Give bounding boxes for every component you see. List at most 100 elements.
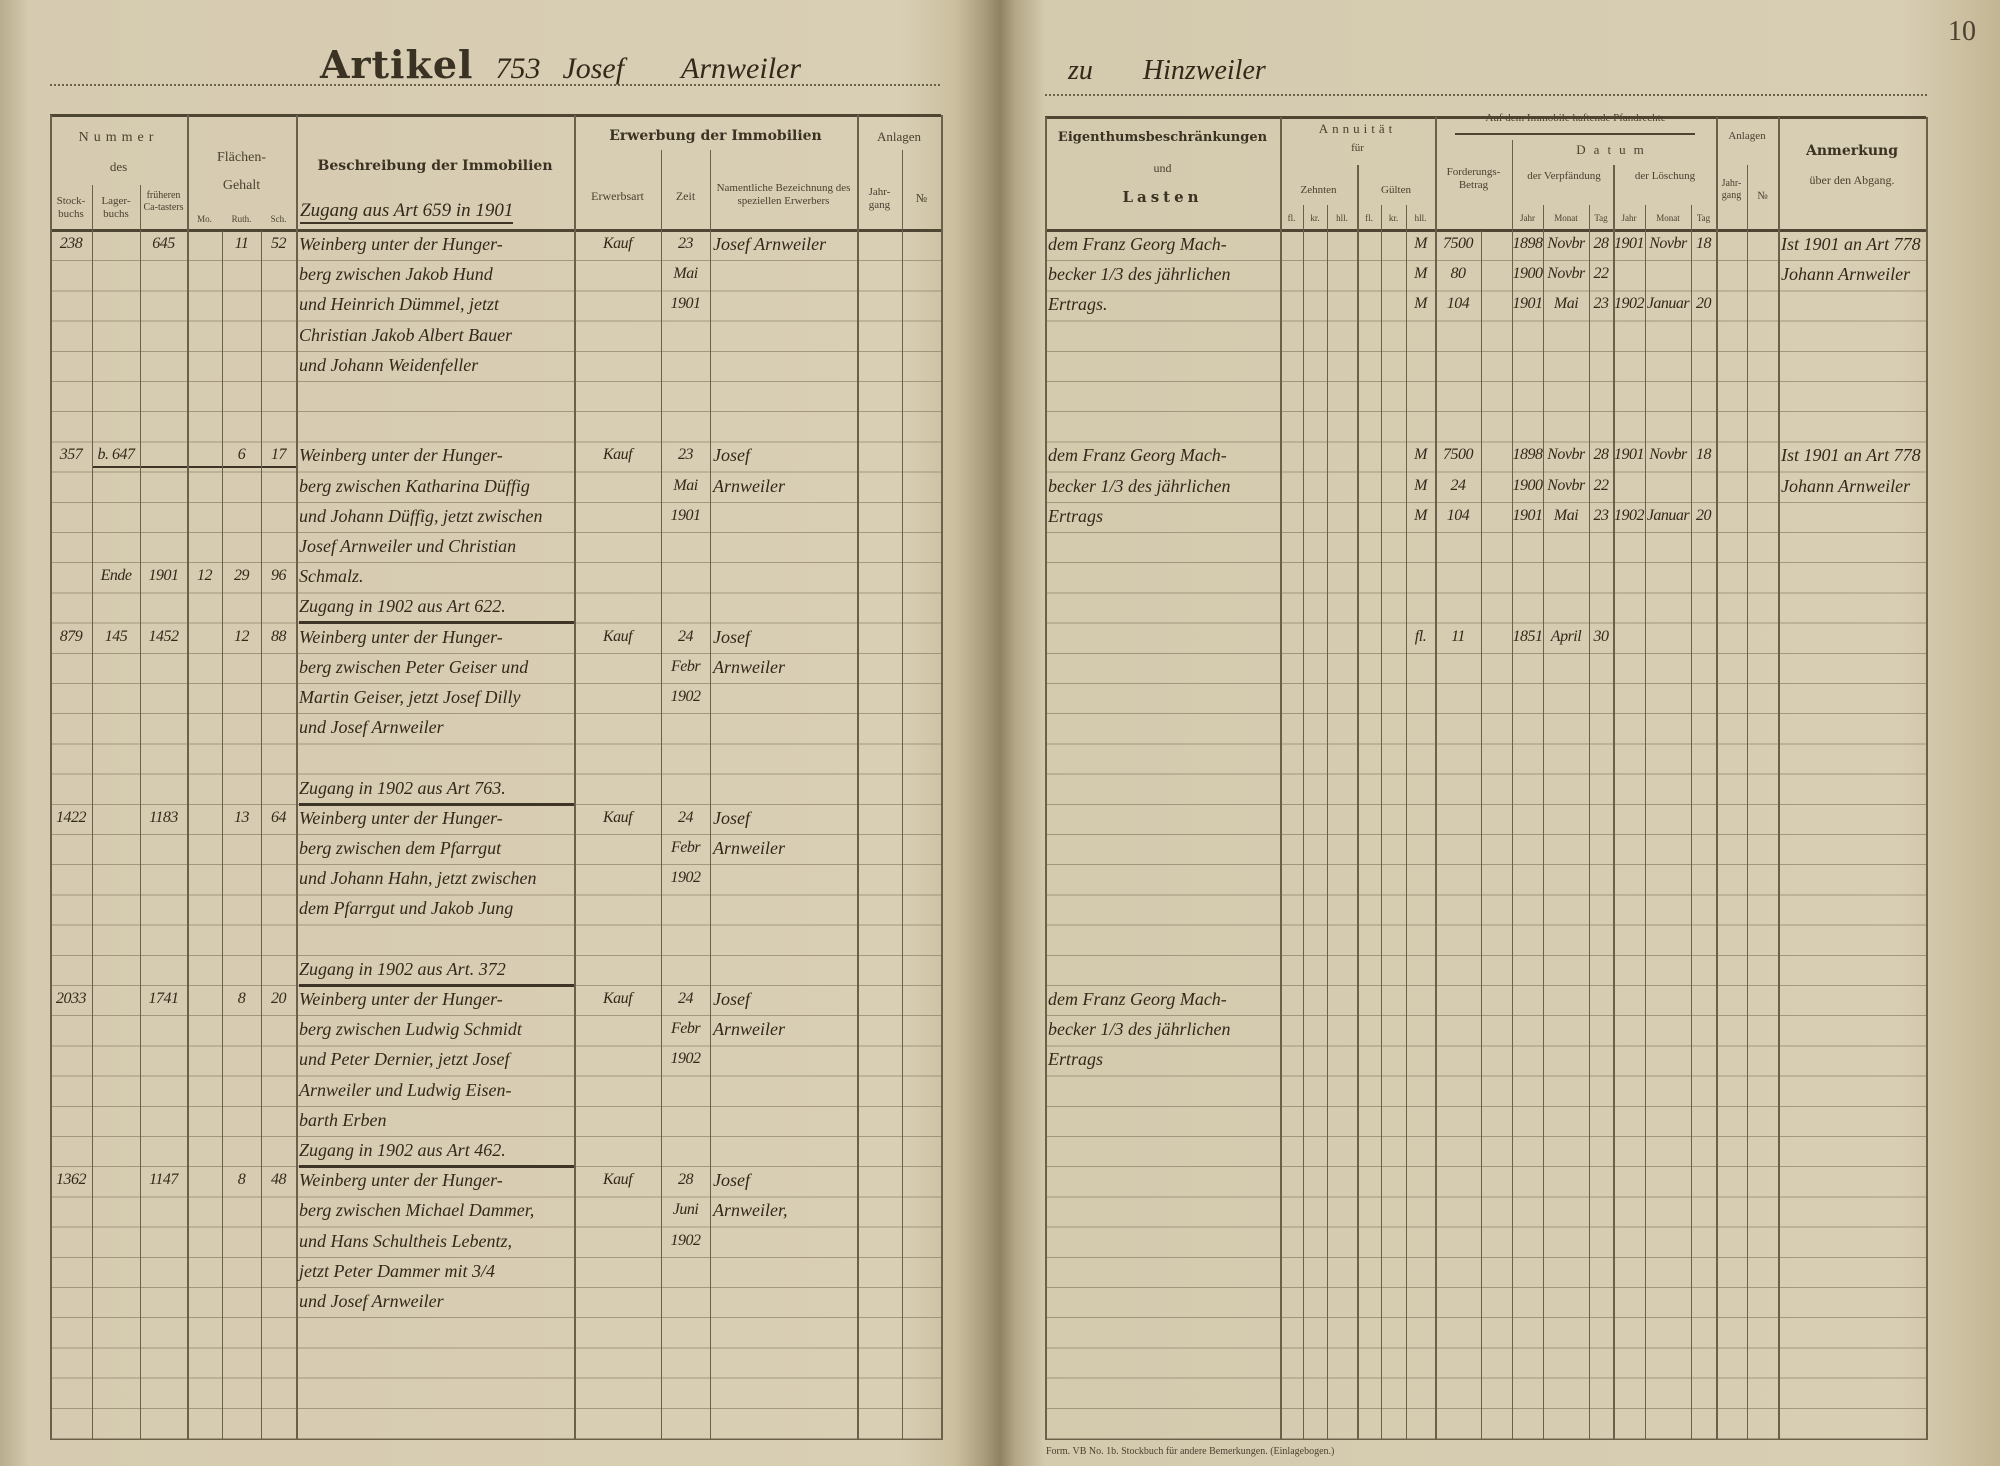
left-ledger-cell-desc: und Josef Arnweiler — [299, 1291, 444, 1311]
column-rule — [1778, 117, 1780, 1440]
header-loeschung: der Löschung — [1634, 170, 1696, 182]
header-zeit: Zeit — [675, 189, 696, 203]
header-sch: Sch. — [270, 214, 287, 224]
header-jahrgang-right: Jahr-gang — [1721, 178, 1742, 201]
column-rule — [902, 150, 903, 1440]
left-ledger-cell-stock: 357 — [59, 446, 83, 464]
left-ledger-cell-art: Kauf — [602, 990, 633, 1007]
header-unit-monat: Monat — [1656, 213, 1680, 223]
right-ledger-cell-vm: Mai — [1553, 506, 1579, 524]
right-ledger-cell-betrag: 80 — [1450, 265, 1467, 283]
right-ledger-cell-vt: 30 — [1593, 627, 1610, 645]
left-ledger-cell-name: Josef — [713, 626, 750, 647]
right-ledger-cell-betrag: 104 — [1446, 506, 1470, 524]
header-unit-hl: hll. — [1414, 213, 1427, 223]
right-title: zu Hinzweiler — [1068, 55, 1266, 87]
right-ledger-cell-lm: Januar — [1646, 295, 1690, 313]
left-ledger-cell-desc: berg zwischen Ludwig Schmidt — [299, 1019, 522, 1040]
header-unit-jahr: Jahr — [1520, 213, 1535, 223]
right-ledger-cell-cur: fl. — [1414, 627, 1427, 645]
column-rule — [222, 231, 223, 1440]
column-rule — [1381, 205, 1382, 1440]
header-anlagen-right: Anlagen — [1728, 130, 1766, 142]
left-ledger-cell-desc: Weinberg unter der Hunger- — [299, 989, 503, 1009]
right-ledger-cell-vt: 22 — [1593, 476, 1610, 494]
left-ledger-cell-art: Kauf — [602, 808, 633, 826]
right-ledger-cell-eig: dem Franz Georg Mach- — [1048, 445, 1227, 466]
header-eigenthum: Eigenthumsbeschränkungen — [1057, 130, 1268, 145]
header-verpfaendung: der Verpfändung — [1527, 170, 1601, 182]
left-ledger-cell-ruth: 6 — [237, 446, 246, 464]
left-ledger-cell-zeit: Juni — [672, 1201, 699, 1219]
left-ledger-cell-desc: Weinberg unter der Hunger- — [299, 234, 503, 254]
header-unit-kr: kr. — [1310, 213, 1320, 223]
left-ledger-cell-desc: Arnweiler und Ludwig Eisen- — [299, 1079, 512, 1100]
header-und: und — [1153, 161, 1172, 175]
left-ledger-cell-desc: dem Pfarrgut und Jakob Jung — [299, 898, 514, 919]
column-rule — [1357, 165, 1359, 1440]
left-ledger-cell-desc: und Johann Hahn, jetzt zwischen — [299, 868, 537, 889]
header-erwerbung: Erwerbung der Immobilien — [609, 128, 822, 144]
right-ledger-cell-eig: dem Franz Georg Mach- — [1048, 989, 1227, 1009]
right-ledger-cell-vj: 1901 — [1512, 295, 1544, 313]
header-jahrgang: Jahr-gang — [868, 186, 891, 211]
right-ledger-cell-vt: 23 — [1593, 506, 1610, 524]
left-ledger-cell-sch: 96 — [271, 567, 287, 585]
right-ledger-cell-vm: Novbr — [1547, 235, 1585, 252]
right-ledger-cell-lj: 1902 — [1614, 295, 1645, 313]
right-ledger-cell-cur: M — [1414, 235, 1427, 252]
form-footer: Form. VB No. 1b. Stockbuch für andere Be… — [1046, 1446, 1335, 1457]
left-ledger-cell-zeit: 1902 — [670, 869, 702, 887]
left-ledger-cell-desc: Schmalz. — [299, 566, 364, 587]
header-stock: Stock-buchs — [56, 195, 86, 220]
column-rule — [261, 231, 262, 1440]
left-ledger-cell-lager: 145 — [104, 627, 128, 645]
column-rule — [1280, 117, 1282, 1440]
page-number: 10 — [1948, 16, 1976, 47]
left-ledger-cell-desc: Weinberg unter der Hunger- — [299, 807, 503, 828]
left-ledger-cell-desc: Zugang in 1902 aus Art 462. — [299, 1135, 574, 1168]
header-unit-jahr: Jahr — [1621, 213, 1637, 223]
column-rule — [941, 115, 943, 1440]
right-ledger-cell-anm: Ist 1901 an Art 778 — [1781, 234, 1921, 254]
right-ledger-cell-eig: becker 1/3 des jährlichen — [1048, 1019, 1231, 1040]
column-rule — [1045, 117, 1047, 1440]
header-annuitaet: Annuität — [1318, 121, 1397, 136]
right-ledger-cell-lj: 1902 — [1614, 506, 1645, 524]
column-rule — [92, 185, 93, 1440]
right-ledger-cell-lt: 20 — [1696, 506, 1712, 524]
left-ledger-cell-desc: und Josef Arnweiler — [299, 717, 444, 738]
left-ledger-cell-stock: 1362 — [56, 1171, 87, 1189]
place-name: Hinzweiler — [1142, 55, 1266, 86]
left-ledger-cell-zeit: 23 — [678, 446, 694, 464]
left-ledger-cell-desc: berg zwischen Peter Geiser und — [299, 656, 529, 677]
right-ledger-cell-betrag: 104 — [1446, 295, 1470, 313]
column-rule — [1613, 165, 1615, 1440]
column-rule — [1406, 205, 1407, 1440]
header-lager: Lager-buchs — [101, 195, 131, 220]
left-ledger-cell-zeit: Febr — [670, 657, 701, 675]
title-rule — [50, 84, 940, 86]
header-lasten: Lasten — [1122, 188, 1203, 206]
header-forderung: Forderungs-Betrag — [1446, 166, 1501, 191]
right-ledger-cell-lt: 18 — [1696, 235, 1712, 252]
right-ledger-cell-cur: M — [1414, 265, 1427, 283]
left-ledger-cell-art: Kauf — [602, 627, 633, 645]
left-ledger-cell-desc: berg zwischen Jakob Hund — [299, 264, 493, 285]
column-rule — [661, 150, 662, 1440]
right-ledger-cell-vj: 1898 — [1512, 235, 1544, 252]
header-nr: № — [915, 191, 928, 205]
left-ledger-cell-desc: Zugang in 1902 aus Art 622. — [299, 591, 574, 625]
left-ledger-cell-desc: berg zwischen dem Pfarrgut — [299, 838, 502, 858]
right-ledger-cell-lm: Novbr — [1649, 235, 1687, 252]
left-ledger-cell-frueh: 1741 — [148, 990, 180, 1007]
right-ledger-cell-lm: Januar — [1646, 506, 1690, 524]
header-unit-hl: hll. — [1336, 213, 1348, 223]
left-ledger-cell-zeit: 23 — [678, 235, 694, 252]
column-rule — [1543, 205, 1544, 1440]
left-ledger-cell-frueh: 1183 — [149, 808, 178, 826]
left-ledger-cell-zeit: 24 — [678, 990, 694, 1007]
column-rule — [1481, 231, 1482, 1440]
right-ledger-cell-anm: Johann Arnweiler — [1781, 475, 1911, 496]
left-ledger-cell-ruth: 13 — [234, 808, 250, 826]
